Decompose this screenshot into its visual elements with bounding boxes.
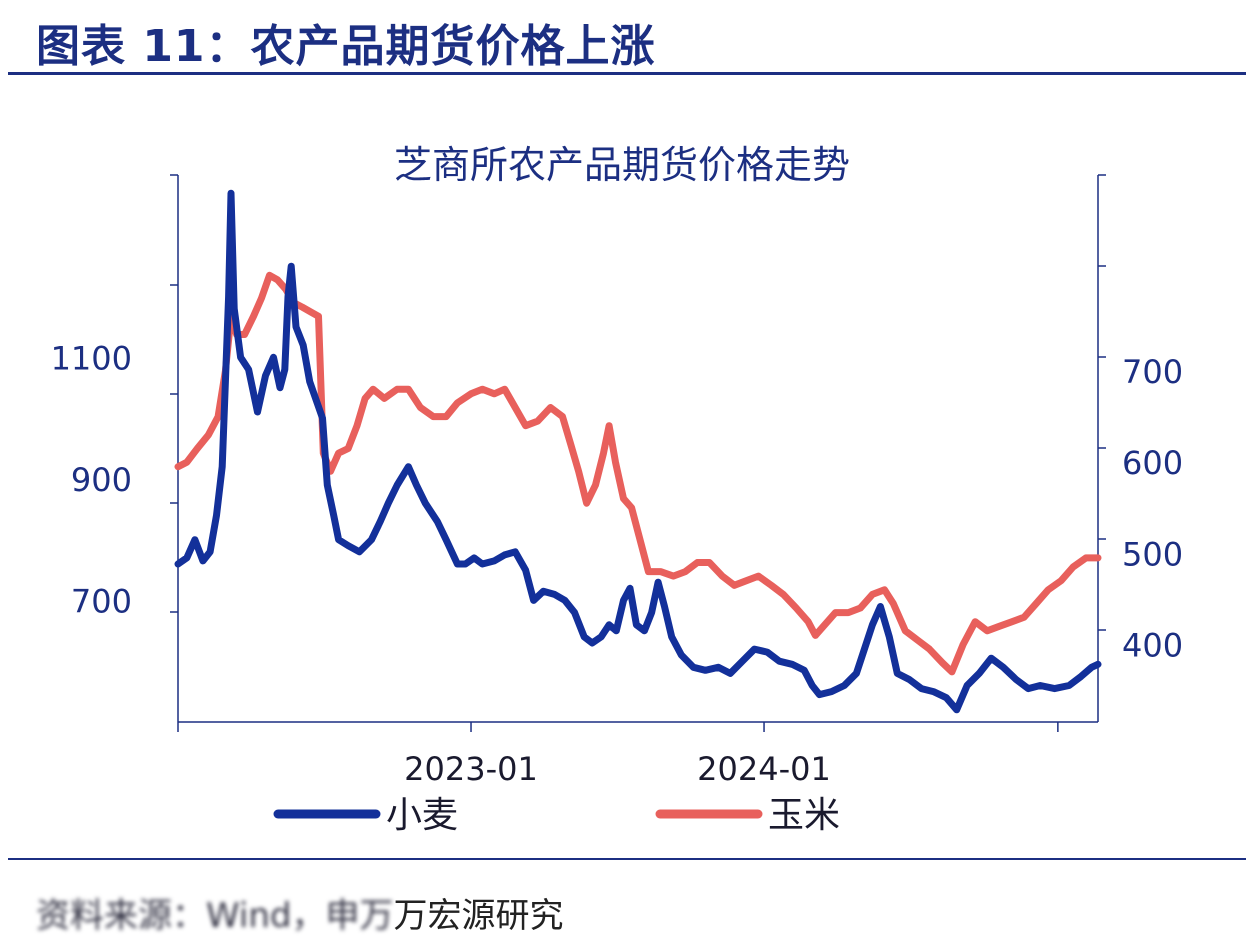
source-blurred: 资料来源：Wind，申万 bbox=[36, 896, 394, 936]
series-line-wheat bbox=[174, 189, 1102, 714]
left-tick-label: 700 bbox=[71, 582, 132, 620]
legend: 小麦 玉米 bbox=[273, 795, 840, 836]
chart-title: 芝商所农产品期货价格走势 bbox=[394, 143, 850, 187]
x-tick-label: 2023-01 bbox=[404, 750, 538, 788]
series-layer bbox=[174, 189, 1102, 714]
axes: 700 900 1100 400 500 600 700 2023-01 2024-01 bbox=[51, 174, 1183, 788]
x-tick-label: 2024-01 bbox=[697, 750, 831, 788]
legend-label: 小麦 bbox=[386, 795, 458, 836]
source-text: 万宏源研究 bbox=[393, 896, 564, 936]
top-rule bbox=[8, 72, 1246, 75]
source-note: 资料来源：Wind，申万万宏源研究 bbox=[36, 888, 563, 937]
series-line-corn bbox=[174, 271, 1102, 676]
right-tick-label: 400 bbox=[1122, 627, 1183, 665]
left-tick-label: 900 bbox=[71, 461, 132, 499]
right-tick-label: 600 bbox=[1122, 444, 1183, 482]
right-tick-label: 500 bbox=[1122, 535, 1183, 573]
bottom-rule bbox=[8, 858, 1246, 860]
legend-label: 玉米 bbox=[768, 795, 840, 836]
left-tick-label: 1100 bbox=[51, 339, 132, 377]
right-tick-label: 700 bbox=[1122, 353, 1183, 391]
page-title: 图表 11：农产品期货价格上涨 bbox=[36, 21, 656, 72]
